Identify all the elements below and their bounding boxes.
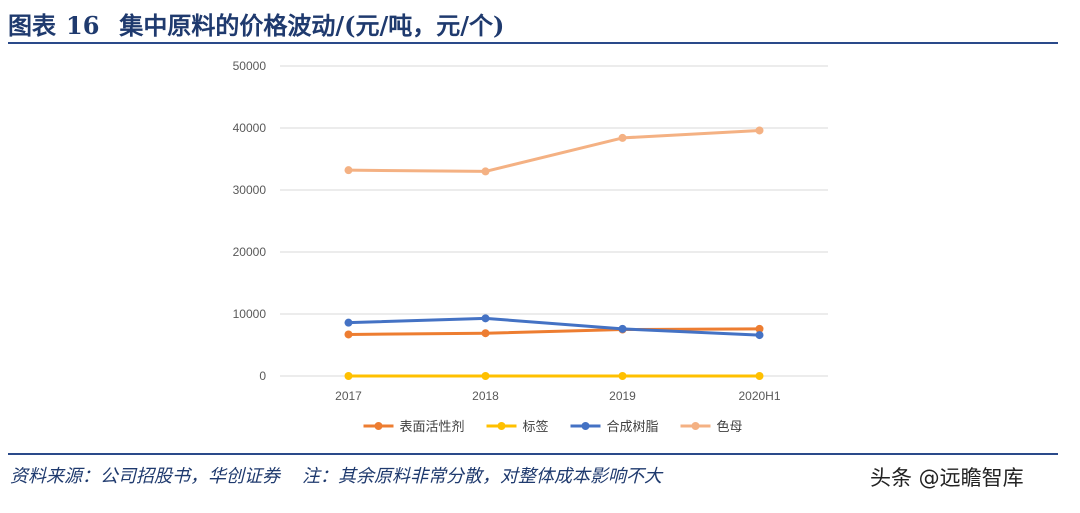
data-point — [481, 329, 490, 338]
series-line — [347, 327, 761, 336]
data-point — [618, 372, 627, 380]
legend-label: 色母 — [717, 419, 743, 435]
series-line — [347, 128, 761, 173]
legend-label: 合成树脂 — [607, 420, 659, 435]
legend-swatch-marker — [374, 422, 383, 430]
y-tick-label: 0 — [259, 369, 266, 383]
title-divider — [8, 42, 1058, 44]
data-point — [344, 372, 353, 380]
watermark: 头条 @远瞻智库 — [864, 462, 1030, 492]
x-tick-label: 2017 — [335, 389, 362, 403]
data-point — [481, 372, 490, 380]
figure-title-text: 集中原料的价格波动/(元/吨，元/个) — [119, 11, 505, 40]
x-tick-label: 2019 — [609, 389, 636, 403]
legend-swatch-marker — [691, 422, 700, 430]
legend-swatch-marker — [581, 422, 590, 430]
y-tick-label: 30000 — [233, 183, 267, 197]
data-point — [755, 324, 764, 333]
data-point — [344, 330, 353, 339]
data-point — [481, 314, 490, 323]
source-line: 资料来源：公司招股书，华创证券 注：其余原料非常分散，对整体成本影响不大 — [10, 462, 662, 488]
x-tick-label: 2020H1 — [738, 389, 780, 403]
data-point — [344, 166, 353, 175]
data-point — [481, 167, 490, 176]
figure-title: 图表 16 集中原料的价格波动/(元/吨，元/个) — [8, 6, 504, 41]
data-point — [618, 324, 627, 333]
x-tick-label: 2018 — [472, 389, 499, 403]
legend-swatch-marker — [497, 422, 506, 430]
y-tick-label: 50000 — [233, 59, 267, 73]
legend-label: 表面活性剂 — [400, 420, 465, 435]
data-point — [755, 126, 764, 135]
data-point — [344, 318, 353, 327]
legend-label: 标签 — [523, 419, 549, 435]
data-point — [618, 133, 627, 142]
footer-divider — [8, 453, 1058, 455]
data-point — [755, 372, 764, 380]
series-line — [347, 316, 761, 337]
y-tick-label: 10000 — [233, 307, 267, 321]
y-tick-label: 20000 — [233, 245, 267, 259]
source-text: 资料来源：公司招股书，华创证券 — [10, 466, 280, 487]
data-point — [755, 331, 764, 340]
figure-label: 图表 — [8, 11, 56, 40]
figure-number: 16 — [66, 11, 100, 40]
y-tick-label: 40000 — [233, 121, 267, 135]
note-text: 注：其余原料非常分散，对整体成本影响不大 — [302, 466, 662, 487]
